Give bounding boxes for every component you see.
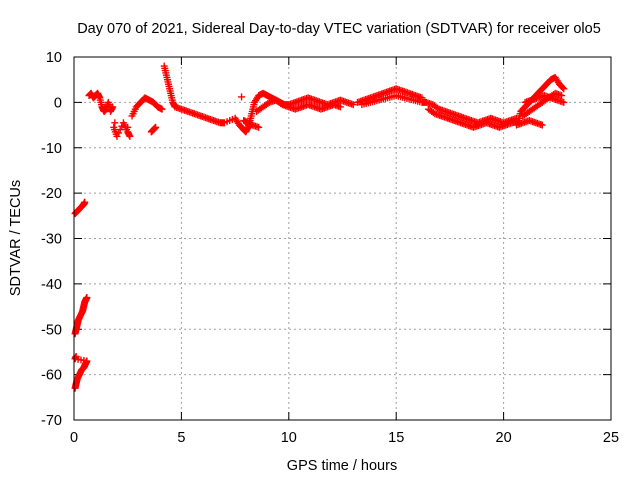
data-point [124,123,132,131]
data-point [560,85,568,93]
x-tick-label: 5 [177,430,185,446]
y-tick-label: -60 [41,368,62,384]
data-point [559,84,567,92]
data-point [126,132,134,140]
data-point [238,93,246,101]
data-point [349,101,357,109]
chart-title: Day 070 of 2021, Sidereal Day-to-day VTE… [77,21,601,37]
y-tick-label: -30 [41,232,62,248]
tick-labels: 0 5 10 15 20 25 -70 -60 -50 -40 -30 -20 -10 0 10 [41,50,619,446]
data-point [336,103,344,111]
x-tick-label: 25 [603,430,619,446]
data-point [152,123,160,131]
data-point [81,198,89,206]
plot-frame [73,56,612,421]
y-tick-label: -50 [41,322,62,338]
data-point [116,126,124,134]
data-point [538,121,546,129]
grid-lines [74,57,611,420]
data-point [113,132,121,140]
data-point [115,129,123,137]
data-point [560,98,568,106]
y-tick-label: -20 [41,186,62,202]
x-tick-label: 0 [70,430,78,446]
data-point [111,119,119,127]
y-tick-label: -10 [41,141,62,157]
data-points [71,62,568,392]
x-tick-label: 15 [388,430,404,446]
data-point [109,103,117,111]
data-point [255,123,263,131]
x-tick-label: 20 [496,430,512,446]
x-axis-label: GPS time / hours [287,458,397,474]
y-axis-label: SDTVAR / TECUs [8,180,24,296]
data-point [83,293,91,301]
y-tick-label: 0 [54,95,62,111]
y-tick-label: -40 [41,277,62,293]
y-tick-label: -70 [41,413,62,429]
data-point [558,92,566,100]
y-tick-label: 10 [46,50,62,66]
x-tick-label: 10 [281,430,297,446]
data-point [158,105,166,113]
